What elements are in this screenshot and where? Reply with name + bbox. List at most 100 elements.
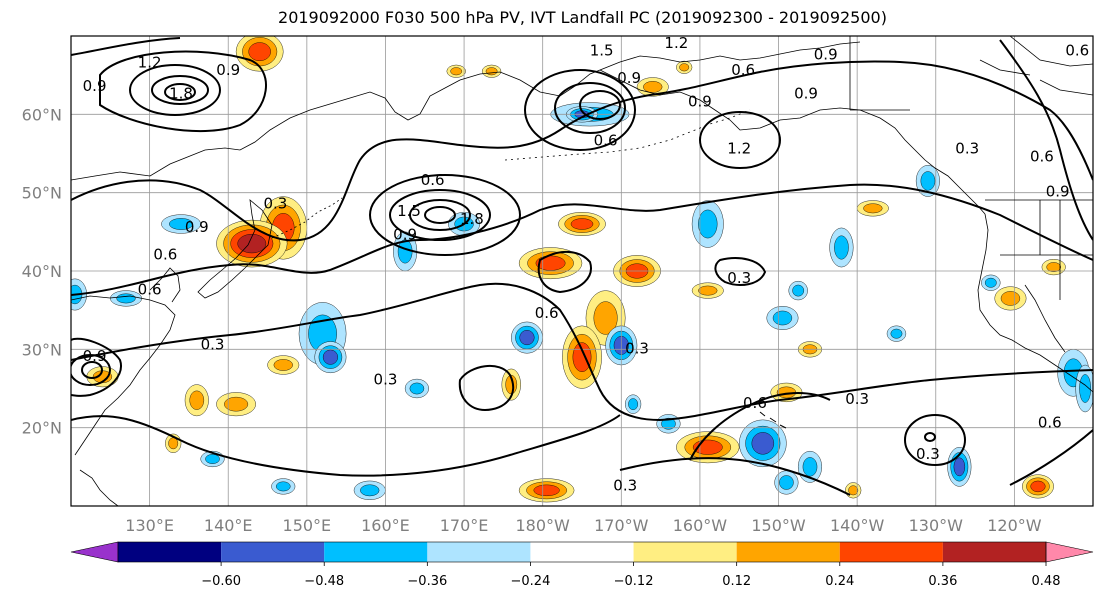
pv-anomaly-blob — [409, 382, 425, 395]
colorbar-tick-label: −0.36 — [407, 574, 447, 589]
contour-line — [554, 82, 626, 134]
pv-anomaly-blob — [533, 484, 560, 497]
colorbar-segment — [221, 542, 325, 562]
contour-label: 0.9 — [393, 226, 417, 244]
contour-label: 0.9 — [794, 85, 818, 103]
colorbar-tick-label: 0.12 — [722, 574, 751, 589]
contour-line — [999, 39, 1093, 241]
pv-anomaly-blob — [593, 301, 618, 335]
pv-anomaly-blob — [863, 203, 883, 214]
pv-anomaly-blob — [984, 277, 997, 288]
contour-line — [81, 361, 103, 379]
contour-label: 0.6 — [1030, 147, 1054, 165]
pv-anomaly-blob — [1079, 374, 1091, 403]
colorbar-tick-label: −0.60 — [201, 574, 241, 589]
contour-line — [689, 392, 831, 461]
latitude-tick-label: 30°N — [22, 340, 62, 359]
pv-anomaly-blob — [275, 481, 291, 492]
pv-contours — [71, 37, 1093, 496]
colorbar-tick-label: −0.12 — [614, 574, 654, 589]
longitude-tick-label: 130°W — [909, 516, 964, 535]
contour-line — [129, 64, 221, 116]
pv-anomaly-blob — [679, 63, 690, 72]
contour-line — [904, 414, 966, 466]
pv-anomaly-blob — [322, 349, 338, 365]
pv-anomaly-blob — [661, 417, 676, 430]
contour-label: 0.9 — [617, 69, 641, 87]
contour-line — [409, 199, 471, 231]
pv-anomaly-blob — [1000, 291, 1021, 306]
contour-line — [151, 75, 209, 105]
contour-label: 1.5 — [590, 42, 614, 60]
graticule — [71, 36, 1093, 506]
pv-anomaly-blob — [643, 81, 663, 93]
pv-anomaly-blob — [698, 285, 718, 296]
contour-line — [537, 251, 592, 294]
contour-label: 0.6 — [153, 245, 177, 263]
contour-line — [369, 174, 521, 256]
colorbar-segment — [118, 542, 222, 562]
colorbar-segment — [530, 542, 634, 562]
longitude-tick-label: 170°E — [440, 516, 489, 535]
contour-label: 1.2 — [727, 140, 751, 158]
colorbar-segment — [633, 542, 737, 562]
pv-anomaly-blob — [189, 390, 205, 410]
pv-anomaly-blob — [751, 432, 775, 455]
colorbar-tick-label: −0.24 — [511, 574, 551, 589]
contour-line — [924, 432, 936, 442]
longitude-tick-label: 130°E — [125, 516, 174, 535]
latitude-tick-label: 20°N — [22, 419, 62, 438]
contour-label: 0.6 — [1065, 42, 1089, 60]
pv-anomaly-blob — [920, 171, 936, 191]
contour-line — [458, 364, 515, 412]
latitude-tick-label: 40°N — [22, 262, 62, 281]
latitude-tick-label: 60°N — [22, 105, 62, 124]
colorbar-frame — [117, 541, 1047, 563]
colorbar-extend-low — [70, 541, 119, 563]
contour-label: 1.8 — [169, 85, 193, 103]
colorbar-segment — [324, 542, 428, 562]
pv-anomaly-blob — [224, 396, 249, 412]
colorbar: −0.60 −0.48 −0.36 −0.24 −0.12 0.12 0.24 0.36 0.4… — [70, 541, 1094, 589]
contour-label-group: 0.91.21.80.90.30.90.60.60.30.90.61.5 1.80… — [83, 34, 1090, 495]
pv-anomaly-blob — [890, 328, 903, 339]
contour-label: 0.3 — [955, 140, 979, 158]
pv-anomaly-blob — [792, 284, 805, 297]
colorbar-segment — [736, 542, 840, 562]
contour-label: 0.3 — [613, 476, 637, 494]
longitude-tick-label: 140°E — [204, 516, 253, 535]
contour-line — [99, 50, 267, 133]
pv-anomaly-blob — [450, 67, 463, 76]
pv-anomaly-blob — [802, 457, 818, 477]
colorbar-segment — [839, 542, 943, 562]
contour-label: 0.3 — [263, 194, 287, 212]
contour-label: 1.2 — [138, 53, 162, 71]
contour-label: 0.3 — [374, 371, 398, 389]
pv-anomaly-blob — [1030, 480, 1046, 493]
contour-label: 0.3 — [845, 390, 869, 408]
contour-line — [71, 354, 111, 386]
contour-label: 0.9 — [83, 77, 107, 95]
pv-anomaly-blob — [698, 209, 718, 239]
pv-anomaly-blob — [248, 42, 271, 62]
contour-label: 0.6 — [138, 281, 162, 299]
longitude-tick-label: 120°W — [987, 516, 1042, 535]
contour-label: 0.3 — [727, 269, 751, 287]
contour-line — [71, 337, 122, 397]
contour-label: 0.9 — [185, 218, 209, 236]
pv-anomaly-blob — [168, 437, 179, 450]
colorbar-segment — [427, 542, 531, 562]
pv-anomaly-blob — [572, 342, 592, 372]
map-frame — [70, 35, 1094, 507]
contour-label: 1.5 — [397, 202, 421, 220]
colorbar-tick-label: 0.24 — [825, 574, 854, 589]
contour-line — [524, 69, 636, 151]
longitude-tick-label: 150°E — [283, 516, 332, 535]
pv-anomaly-blob — [570, 218, 594, 230]
contour-label: 0.6 — [421, 171, 445, 189]
contour-line — [71, 282, 1093, 422]
longitude-tick-label: 150°W — [751, 516, 806, 535]
contour-line — [699, 111, 781, 169]
pv-anomaly-blob — [485, 67, 498, 76]
